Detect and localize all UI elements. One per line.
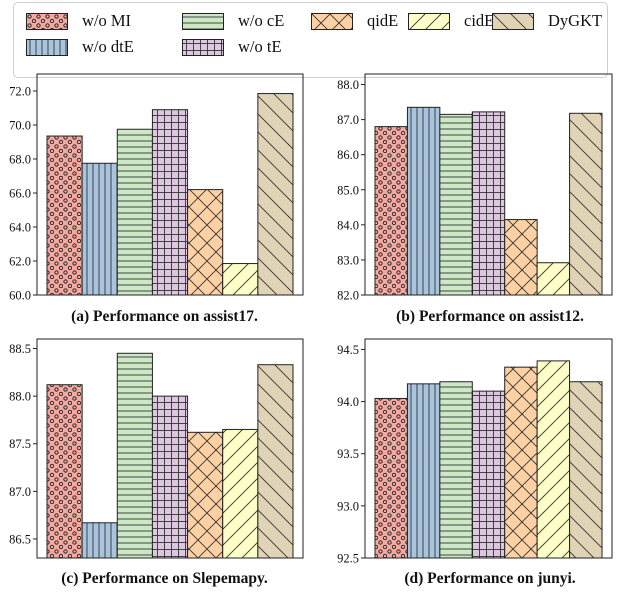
caption-slepemapy: (c) Performance on Slepemapy. xyxy=(61,570,268,587)
bar-wo-ce xyxy=(439,381,473,559)
bar-cide xyxy=(536,360,571,559)
legend-item-cide: cidE xyxy=(408,11,494,31)
y-tick-label: 86.5 xyxy=(9,532,31,546)
bar-wo-te xyxy=(151,109,189,296)
chart-legend: w/o MI w/o dtE w/o cE w/o tE qidE cidE D… xyxy=(13,2,608,78)
y-tick-label: 84.0 xyxy=(337,218,359,232)
legend-item-wo-mi: w/o MI xyxy=(26,11,131,31)
legend-label: qidE xyxy=(367,11,399,30)
legend-item-wo-dte: w/o dtE xyxy=(26,37,134,57)
legend-item-wo-te: w/o tE xyxy=(182,37,282,57)
y-tick-label: 92.5 xyxy=(337,552,359,566)
y-tick-label: 87.0 xyxy=(9,485,31,499)
caption-assist17: (a) Performance on assist17. xyxy=(71,308,258,325)
bar-dygkt xyxy=(569,112,603,296)
bar-wo-mi xyxy=(374,126,408,296)
y-tick-label: 93.5 xyxy=(337,447,359,461)
y-tick-label: 87.5 xyxy=(9,437,31,451)
bar-wo-ce xyxy=(116,128,153,296)
legend-label: w/o cE xyxy=(238,11,285,30)
y-tick-label: 70.0 xyxy=(9,119,31,133)
bar-qide xyxy=(187,189,224,296)
legend-swatch-cide xyxy=(408,12,450,30)
bar-wo-te xyxy=(151,395,189,559)
bar-wo-ce xyxy=(116,352,153,559)
legend-swatch-wo-mi xyxy=(26,12,68,30)
y-tick-label: 62.0 xyxy=(9,255,31,269)
y-tick-label: 93.0 xyxy=(337,499,359,513)
y-tick-label: 88.0 xyxy=(9,390,31,404)
bar-cide xyxy=(536,262,571,296)
bar-qide xyxy=(187,431,224,559)
legend-swatch-wo-ce xyxy=(182,12,224,30)
legend-item-dygkt: DyGKT xyxy=(492,11,602,31)
y-tick-label: 82.0 xyxy=(337,289,359,303)
plot-frame xyxy=(364,73,613,296)
y-tick-label: 85.0 xyxy=(337,183,359,197)
bar-wo-te xyxy=(471,390,506,559)
legend-swatch-wo-te xyxy=(182,38,224,56)
y-tick-label: 68.0 xyxy=(9,153,31,167)
legend-label: w/o tE xyxy=(238,37,282,56)
legend-swatch-dygkt xyxy=(492,12,534,30)
bar-wo-te xyxy=(471,111,506,296)
y-tick-label: 94.5 xyxy=(337,343,359,357)
y-tick-label: 66.0 xyxy=(9,187,31,201)
y-tick-label: 72.0 xyxy=(9,85,31,99)
bar-qide xyxy=(504,219,538,296)
plot-frame xyxy=(36,73,304,296)
legend-item-wo-ce: w/o cE xyxy=(182,11,284,31)
legend-label: w/o dtE xyxy=(82,37,134,56)
bar-wo-dte xyxy=(406,383,441,559)
plot-frame xyxy=(364,338,613,559)
bar-wo-dte xyxy=(81,522,118,559)
bar-wo-mi xyxy=(46,135,83,296)
bar-wo-dte xyxy=(406,106,441,296)
bar-wo-mi xyxy=(374,397,408,559)
legend-label: DyGKT xyxy=(548,11,603,30)
plot-frame xyxy=(36,338,304,559)
bar-dygkt xyxy=(569,381,603,559)
legend-label: cidE xyxy=(464,11,495,30)
bar-dygkt xyxy=(257,93,294,296)
y-tick-label: 88.0 xyxy=(337,78,359,92)
bar-wo-mi xyxy=(46,384,83,559)
legend-swatch-qide xyxy=(311,12,353,30)
y-tick-label: 64.0 xyxy=(9,221,31,235)
legend-label: w/o MI xyxy=(82,11,132,30)
y-tick-label: 86.0 xyxy=(337,148,359,162)
y-tick-label: 87.0 xyxy=(337,113,359,127)
y-tick-label: 83.0 xyxy=(337,253,359,267)
caption-assist12: (b) Performance on assist12. xyxy=(396,308,584,325)
y-tick-label: 88.5 xyxy=(9,342,31,356)
bar-qide xyxy=(504,366,538,559)
legend-swatch-wo-dte xyxy=(26,38,68,56)
caption-junyi: (d) Performance on junyi. xyxy=(404,570,576,587)
legend-item-qide: qidE xyxy=(311,11,398,31)
y-tick-label: 60.0 xyxy=(9,289,31,303)
bar-wo-dte xyxy=(81,162,118,296)
y-tick-label: 94.0 xyxy=(337,395,359,409)
bar-cide xyxy=(222,428,259,559)
